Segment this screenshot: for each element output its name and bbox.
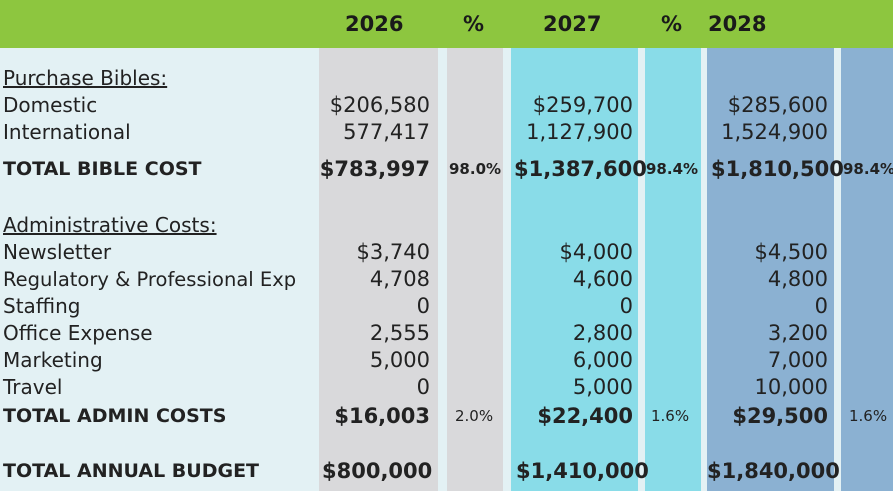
value-2026: $16,003 xyxy=(334,404,430,428)
value-2027: 6,000 xyxy=(572,348,633,372)
value-2028: 10,000 xyxy=(754,375,828,399)
header-2027: 2027 xyxy=(543,12,602,36)
purchase-heading: Purchase Bibles: xyxy=(3,66,168,90)
value-2028: $285,600 xyxy=(727,93,828,117)
table-row: Regulatory & Professional Exp 4,708 4,60… xyxy=(0,266,893,293)
row-label: Office Expense xyxy=(3,321,153,345)
row-label: International xyxy=(3,120,131,144)
table-row: Travel 0 5,000 10,000 xyxy=(0,374,893,401)
value-2028: $1,810,500 xyxy=(711,157,844,181)
total-annual-budget-row: TOTAL ANNUAL BUDGET $800,000 $1,410,000 … xyxy=(0,458,893,485)
row-label: TOTAL ANNUAL BUDGET xyxy=(3,460,260,482)
table-row: International 577,417 1,127,900 1,524,90… xyxy=(0,119,893,146)
value-2026: 0 xyxy=(416,375,430,399)
percent-2027: 1.6% xyxy=(651,407,690,425)
percent-2028: 98.4% xyxy=(843,160,893,178)
header-2026: 2026 xyxy=(345,12,404,36)
value-2027: $259,700 xyxy=(532,93,633,117)
admin-heading: Administrative Costs: xyxy=(3,213,217,237)
row-label: Staffing xyxy=(3,294,81,318)
header-percent-2026: % xyxy=(463,12,485,36)
table-row: Marketing 5,000 6,000 7,000 xyxy=(0,347,893,374)
column-2027-percent-background xyxy=(645,48,701,491)
value-2026: $206,580 xyxy=(329,93,430,117)
row-label: TOTAL BIBLE COST xyxy=(3,158,202,180)
value-2027: 0 xyxy=(619,294,633,318)
column-2026-background xyxy=(319,48,438,491)
percent-2026: 98.0% xyxy=(449,160,502,178)
value-2027: $22,400 xyxy=(537,404,633,428)
header-2028: 2028 xyxy=(708,12,767,36)
row-label: Regulatory & Professional Exp xyxy=(3,268,297,291)
value-2026: 5,000 xyxy=(369,348,430,372)
table-header: 2026 % 2027 % 2028 xyxy=(0,0,893,48)
percent-2028: 1.6% xyxy=(849,407,888,425)
value-2026: 4,708 xyxy=(369,267,430,291)
value-2026: $783,997 xyxy=(319,157,430,181)
table-row: Office Expense 2,555 2,800 3,200 xyxy=(0,320,893,347)
value-2026: $800,000 xyxy=(322,459,433,483)
table-row: Domestic $206,580 $259,700 $285,600 xyxy=(0,92,893,119)
percent-2026: 2.0% xyxy=(455,407,494,425)
value-2026: 0 xyxy=(416,294,430,318)
value-2027: 5,000 xyxy=(572,375,633,399)
value-2028: 0 xyxy=(814,294,828,318)
column-2026-percent-background xyxy=(447,48,503,491)
value-2026: 577,417 xyxy=(343,120,430,144)
value-2026: $3,740 xyxy=(356,240,430,264)
percent-2027: 98.4% xyxy=(646,160,699,178)
purchase-heading-row: Purchase Bibles: xyxy=(0,65,893,92)
column-2028-percent-background xyxy=(841,48,893,491)
value-2028: 7,000 xyxy=(767,348,828,372)
table-row: Staffing 0 0 0 xyxy=(0,293,893,320)
admin-heading-row: Administrative Costs: xyxy=(0,212,893,239)
row-label: TOTAL ADMIN COSTS xyxy=(3,405,227,427)
value-2028: 4,800 xyxy=(767,267,828,291)
total-bible-cost-row: TOTAL BIBLE COST $783,997 98.0% $1,387,6… xyxy=(0,156,893,183)
value-2027: 4,600 xyxy=(572,267,633,291)
value-2027: $4,000 xyxy=(559,240,633,264)
row-label: Travel xyxy=(3,375,63,399)
header-percent-2027: % xyxy=(661,12,683,36)
row-label: Marketing xyxy=(3,348,103,372)
table-row: Newsletter $3,740 $4,000 $4,500 xyxy=(0,239,893,266)
column-2028-background xyxy=(707,48,834,491)
column-2027-background xyxy=(511,48,638,491)
value-2028: $4,500 xyxy=(754,240,828,264)
value-2028: 1,524,900 xyxy=(721,120,828,144)
value-2026: 2,555 xyxy=(369,321,430,345)
value-2028: 3,200 xyxy=(767,321,828,345)
value-2027: $1,410,000 xyxy=(516,459,649,483)
value-2028: $29,500 xyxy=(732,404,828,428)
value-2027: 1,127,900 xyxy=(526,120,633,144)
row-label: Newsletter xyxy=(3,240,112,264)
value-2027: 2,800 xyxy=(572,321,633,345)
value-2028: $1,840,000 xyxy=(707,459,840,483)
row-label: Domestic xyxy=(3,93,98,117)
value-2027: $1,387,600 xyxy=(514,157,647,181)
total-admin-costs-row: TOTAL ADMIN COSTS $16,003 2.0% $22,400 1… xyxy=(0,403,893,430)
